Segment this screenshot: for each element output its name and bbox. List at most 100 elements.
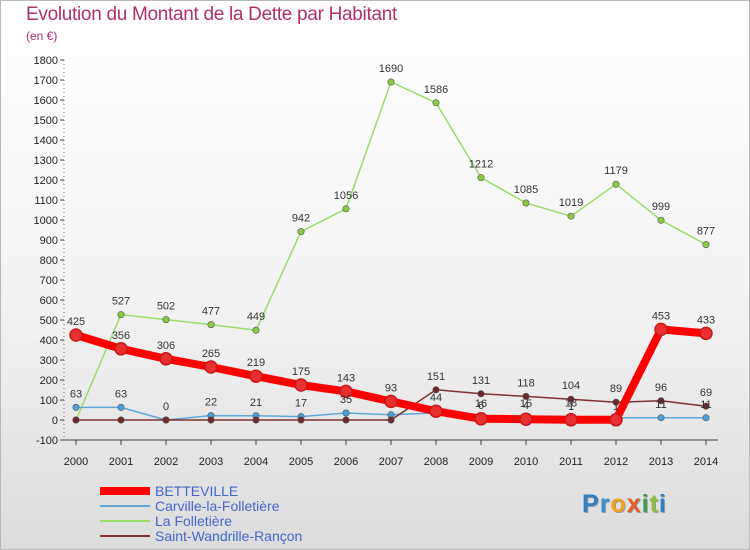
- y-tick-label: 300: [40, 355, 58, 367]
- data-label-betteville: 143: [337, 372, 355, 384]
- data-point-betteville: [339, 384, 353, 399]
- data-point-carville-la-folleti-re: [72, 403, 80, 411]
- data-point-betteville: [429, 404, 443, 418]
- y-tick-label: 1800: [34, 55, 58, 67]
- data-label-saint-wandrille-ran-on: 96: [655, 382, 667, 394]
- legend-item-saint-wandrille-ran-on: Saint-Wandrille-Rançon: [100, 528, 360, 544]
- data-point-la-folleti-re: [567, 212, 575, 220]
- data-point-saint-wandrille-ran-on: [252, 416, 260, 424]
- y-tick-label: 0: [52, 415, 58, 427]
- data-label-saint-wandrille-ran-on: 131: [472, 375, 490, 387]
- data-point-la-folleti-re: [162, 316, 170, 324]
- data-point-saint-wandrille-ran-on: [207, 416, 215, 424]
- data-point-la-folleti-re: [702, 241, 710, 249]
- y-tick-label: 1600: [34, 95, 58, 107]
- data-label-betteville: 265: [202, 348, 220, 360]
- data-point-carville-la-folleti-re: [702, 414, 710, 422]
- data-label-carville-la-folleti-re: 11: [655, 399, 666, 411]
- data-label-la-folleti-re: 502: [157, 301, 175, 313]
- x-tick-label: 2003: [199, 456, 223, 468]
- data-point-betteville: [699, 326, 713, 341]
- data-label-la-folleti-re: 1179: [604, 165, 628, 177]
- data-label-betteville: 1: [613, 401, 619, 413]
- data-label-betteville: 93: [385, 382, 397, 394]
- x-tick-label: 2008: [424, 456, 448, 468]
- data-label-la-folleti-re: 1019: [559, 197, 583, 209]
- legend-label: Saint-Wandrille-Rançon: [155, 528, 303, 544]
- data-point-la-folleti-re: [387, 78, 395, 86]
- legend-swatch: [100, 505, 150, 507]
- data-point-saint-wandrille-ran-on: [297, 416, 305, 424]
- y-tick-label: 800: [40, 255, 58, 267]
- data-point-la-folleti-re: [207, 321, 215, 329]
- data-label-la-folleti-re: 1085: [514, 184, 538, 196]
- data-label-saint-wandrille-ran-on: 151: [427, 371, 445, 383]
- data-point-saint-wandrille-ran-on: [387, 416, 395, 424]
- data-label-la-folleti-re: 1056: [334, 190, 358, 202]
- data-label-la-folleti-re: 477: [202, 306, 220, 318]
- data-point-la-folleti-re: [657, 216, 665, 224]
- y-tick-label: -100: [36, 435, 58, 447]
- y-tick-label: 500: [40, 315, 58, 327]
- data-label-la-folleti-re: 1212: [469, 159, 493, 171]
- data-point-carville-la-folleti-re: [657, 414, 665, 422]
- legend-item-betteville: BETTEVILLE: [100, 483, 360, 499]
- data-label-carville-la-folleti-re: 21: [250, 397, 262, 409]
- data-point-la-folleti-re: [252, 326, 260, 334]
- legend: BETTEVILLE Carville-la-Folletière La Folle…: [100, 483, 360, 544]
- data-point-betteville: [159, 352, 173, 366]
- y-tick-label: 1300: [34, 155, 58, 167]
- data-label-betteville: 175: [292, 366, 310, 378]
- legend-item-carville-la-folleti-re: Carville-la-Folletière: [100, 498, 360, 514]
- y-tick-label: 1400: [34, 135, 58, 147]
- x-tick-label: 2005: [289, 456, 313, 468]
- data-point-saint-wandrille-ran-on: [612, 398, 620, 406]
- data-label-carville-la-folleti-re: 18: [565, 397, 577, 409]
- data-label-betteville: 44: [430, 392, 442, 404]
- x-tick-label: 2014: [694, 456, 718, 468]
- data-point-la-folleti-re: [117, 311, 125, 319]
- chart-subtitle: (en €): [26, 29, 58, 43]
- data-label-carville-la-folleti-re: 15: [520, 398, 532, 410]
- data-point-la-folleti-re: [522, 199, 530, 207]
- data-point-betteville: [564, 413, 578, 427]
- data-point-saint-wandrille-ran-on: [522, 392, 530, 400]
- chart-title: Evolution du Montant de la Dette par Hab…: [26, 4, 397, 25]
- data-label-carville-la-folleti-re: 17: [295, 398, 307, 410]
- logo-letter: i: [658, 490, 667, 518]
- data-label-saint-wandrille-ran-on: 69: [700, 387, 712, 399]
- data-label-betteville: 425: [67, 316, 85, 328]
- data-point-saint-wandrille-ran-on: [477, 390, 485, 398]
- logo-letter: o: [610, 490, 627, 518]
- data-label-betteville: 356: [112, 330, 130, 342]
- data-label-betteville: 453: [652, 310, 670, 322]
- data-label-betteville: 219: [247, 357, 265, 369]
- x-tick-label: 2012: [604, 456, 628, 468]
- x-tick-label: 2006: [334, 456, 358, 468]
- logo-letter: x: [626, 490, 642, 518]
- y-tick-label: 1100: [34, 195, 58, 207]
- data-label-betteville: 6: [478, 400, 484, 412]
- data-label-la-folleti-re: 449: [247, 311, 265, 323]
- data-point-carville-la-folleti-re: [342, 409, 350, 417]
- data-label-la-folleti-re: 877: [697, 226, 715, 238]
- data-point-saint-wandrille-ran-on: [342, 416, 350, 424]
- data-point-saint-wandrille-ran-on: [117, 416, 125, 424]
- data-label-carville-la-folleti-re: 0: [163, 401, 169, 413]
- x-tick-label: 2009: [469, 456, 493, 468]
- y-tick-label: 100: [40, 395, 58, 407]
- data-label-betteville: 1: [568, 401, 574, 413]
- y-tick-label: 1700: [34, 75, 58, 87]
- y-tick-label: 400: [40, 335, 58, 347]
- x-tick-label: 2004: [244, 456, 268, 468]
- y-tick-label: 1200: [34, 175, 58, 187]
- legend-swatch: [100, 520, 150, 522]
- data-point-betteville: [654, 322, 668, 337]
- x-tick-label: 2002: [154, 456, 178, 468]
- data-label-saint-wandrille-ran-on: 89: [610, 383, 622, 395]
- data-label-betteville: 433: [697, 314, 715, 326]
- data-label-la-folleti-re: 942: [292, 213, 310, 225]
- x-tick-label: 2010: [514, 456, 538, 468]
- y-tick-label: 600: [40, 295, 58, 307]
